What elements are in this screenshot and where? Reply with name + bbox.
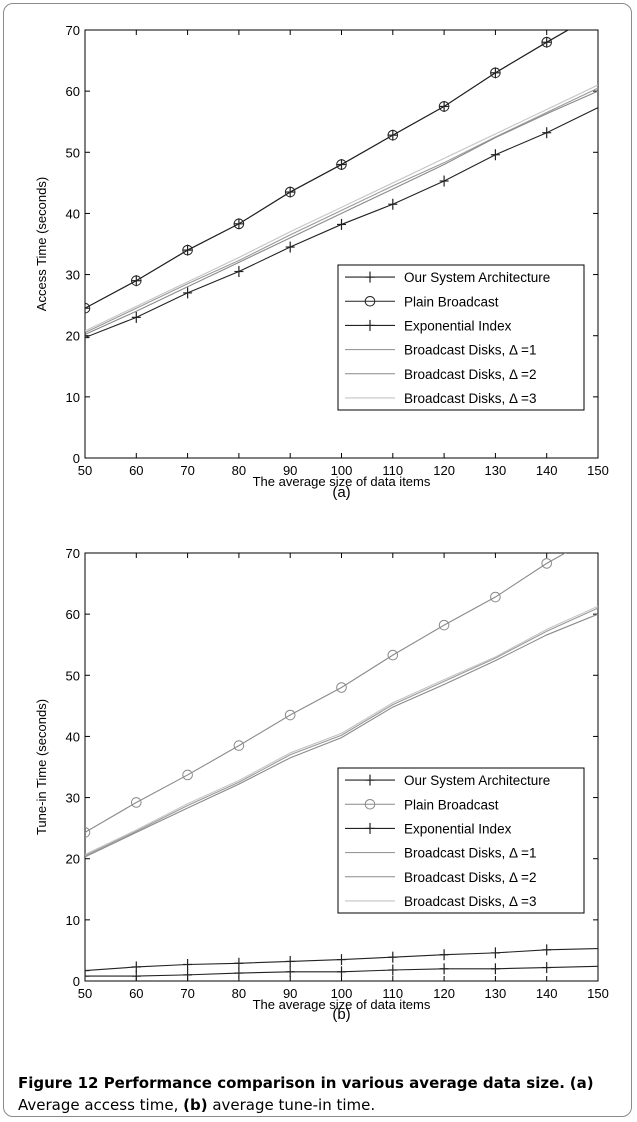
- data-point: [336, 682, 347, 693]
- x-tick-label: 70: [180, 463, 194, 478]
- data-point: [131, 797, 142, 808]
- y-tick-label: 60: [66, 607, 80, 622]
- plot-area: [84, 552, 599, 982]
- x-tick-label: 50: [78, 463, 92, 478]
- chart-b: 50 60 70 80 90 100 110 120 130 140 150 0 10 20 30 40 50 6…: [34, 546, 609, 1023]
- data-point: [541, 558, 553, 569]
- caption-title: Figure 12 Performance comparison in vari…: [18, 1074, 565, 1092]
- data-point: [85, 302, 91, 314]
- series-line: [85, 87, 598, 334]
- x-axis-label: The average size of data items: [253, 474, 431, 489]
- x-tick-label: 80: [232, 463, 246, 478]
- figure-frame: [3, 3, 632, 1117]
- x-tick-label: 150: [587, 986, 609, 1001]
- x-tick-label: 130: [485, 986, 507, 1001]
- panel-label: (b): [332, 1006, 350, 1023]
- series-line: [85, 605, 598, 855]
- chart-a: 50 60 70 80 90 100 110 120 130 140 150 0 10 20 30 40 50 6…: [34, 23, 609, 501]
- x-tick-label: 60: [129, 986, 143, 1001]
- x-tick-label: 130: [485, 463, 507, 478]
- x-tick-label: 50: [78, 986, 92, 1001]
- series-line: [85, 607, 598, 857]
- x-tick-label: 90: [283, 463, 297, 478]
- series-line: [85, 613, 598, 858]
- series-group: [85, 30, 598, 344]
- data-point: [387, 649, 399, 661]
- y-tick-label: 40: [66, 206, 80, 221]
- x-tick-label: 70: [180, 986, 194, 1001]
- legend-label: Our System Architecture: [404, 773, 550, 788]
- legend-label: Broadcast Disks, Δ =2: [404, 367, 536, 382]
- legend-label: Exponential Index: [404, 318, 512, 333]
- caption-a-label: (a): [569, 1074, 594, 1092]
- y-tick-label: 40: [66, 729, 80, 744]
- x-axis-label: The average size of data items: [253, 997, 431, 1012]
- x-tick-label: 140: [536, 463, 558, 478]
- legend-label: Our System Architecture: [404, 270, 550, 285]
- y-tick-label: 50: [66, 145, 80, 160]
- legend-label: Exponential Index: [404, 821, 512, 836]
- legend-label: Broadcast Disks, Δ =1: [404, 846, 536, 861]
- caption-b-text: average tune-in time.: [207, 1096, 376, 1114]
- legend-box: [337, 767, 585, 914]
- y-tick-label: 70: [66, 546, 80, 561]
- legend-label: Broadcast Disks, Δ =2: [404, 870, 536, 885]
- x-tick-label: 120: [433, 986, 455, 1001]
- data-point: [364, 295, 376, 307]
- data-point: [490, 591, 501, 603]
- data-point: [364, 798, 376, 810]
- x-tick-label: 100: [331, 463, 353, 478]
- caption-a-text: Average access time,: [18, 1096, 184, 1114]
- data-point: [438, 619, 450, 631]
- x-tick-label: 110: [382, 986, 403, 1001]
- y-tick-label: 30: [66, 791, 80, 806]
- x-tick-label: 110: [382, 463, 403, 478]
- legend: Our System Architecture Plain Broadcast Ex…: [337, 264, 585, 411]
- legend-box: [337, 264, 585, 411]
- data-point: [233, 740, 245, 751]
- x-tick-label: 60: [129, 463, 143, 478]
- legend-label: Broadcast Disks, Δ =3: [404, 391, 536, 406]
- legend-label: Broadcast Disks, Δ =1: [404, 343, 536, 358]
- y-tick-label: 0: [73, 974, 80, 989]
- x-tick-label: 90: [283, 986, 297, 1001]
- y-tick-label: 70: [66, 23, 80, 38]
- x-tick-label: 140: [536, 986, 558, 1001]
- y-tick-label: 20: [66, 852, 80, 867]
- x-tick-label: 80: [232, 986, 246, 1001]
- series-line: [85, 90, 598, 335]
- y-tick-label: 60: [66, 84, 80, 99]
- x-tick-label: 120: [433, 463, 455, 478]
- series-group: [85, 553, 598, 981]
- y-axis-label: Access Time (seconds): [34, 177, 49, 311]
- legend-label: Plain Broadcast: [404, 797, 499, 812]
- y-tick-label: 30: [66, 268, 80, 283]
- figure-caption: Figure 12 Performance comparison in vari…: [18, 1072, 618, 1116]
- series-line: [85, 553, 567, 833]
- data-point: [85, 827, 91, 838]
- caption-b-label: (b): [183, 1096, 208, 1114]
- x-tick-label: 150: [587, 463, 609, 478]
- y-tick-label: 10: [66, 913, 80, 928]
- data-point: [182, 769, 193, 781]
- y-tick-label: 10: [66, 390, 80, 405]
- panel-label: (a): [332, 484, 350, 501]
- legend: Our System Architecture Plain Broadcast Ex…: [337, 767, 585, 914]
- x-tick-label: 100: [331, 986, 353, 1001]
- legend-label: Broadcast Disks, Δ =3: [404, 894, 536, 909]
- y-tick-label: 0: [73, 451, 80, 466]
- y-axis-label: Tune-in Time (seconds): [34, 699, 49, 835]
- legend-label: Plain Broadcast: [404, 294, 499, 309]
- data-point: [284, 709, 296, 721]
- y-tick-label: 20: [66, 329, 80, 344]
- y-tick-label: 50: [66, 668, 80, 683]
- series-line: [85, 84, 598, 332]
